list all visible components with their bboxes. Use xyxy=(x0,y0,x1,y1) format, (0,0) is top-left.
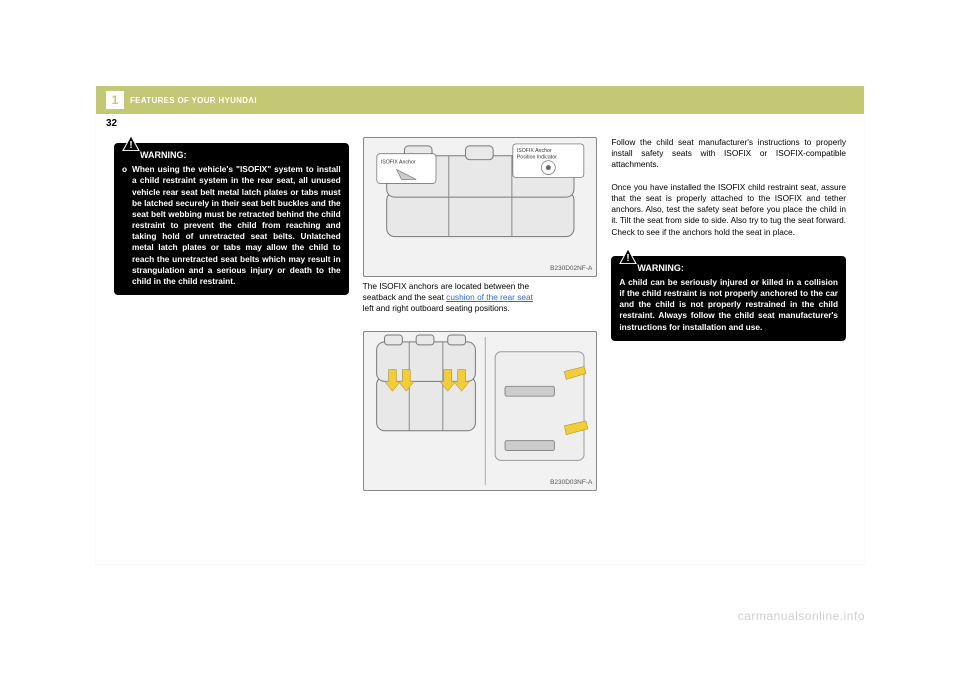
callout-indicator-line2: Position Indicator xyxy=(516,155,556,161)
warning-body-2: A child can be seriously injured or kill… xyxy=(619,277,838,333)
page-outer: 1 FEATURES OF YOUR HYUNDAI 32 ! WARNING:… xyxy=(0,0,960,678)
figure-isofix-anchor: ISOFIX Anchor ISOFIX Anchor Position Ind… xyxy=(363,137,598,277)
column-1: ! WARNING: When using the vehicle's "ISO… xyxy=(114,137,349,491)
caption-line-2a: seatback and the seat xyxy=(363,292,447,302)
col3-para-1: Follow the child seat manufacturer's ins… xyxy=(611,137,846,171)
warning-triangle-icon: ! xyxy=(619,248,637,264)
warning-body-1: When using the vehicle's "ISOFIX" system… xyxy=(122,164,341,287)
column-3: Follow the child seat manufacturer's ins… xyxy=(611,137,846,491)
figure-1-svg: ISOFIX Anchor ISOFIX Anchor Position Ind… xyxy=(364,138,597,276)
watermark: carmanualsonline.info xyxy=(738,609,865,623)
svg-text:!: ! xyxy=(129,140,132,151)
callout-indicator-line1: ISOFIX Anchor xyxy=(516,148,551,154)
column-2: ISOFIX Anchor ISOFIX Anchor Position Ind… xyxy=(363,137,598,491)
figure-isofix-install: B230D03NF-A xyxy=(363,331,598,491)
section-number-box: 1 xyxy=(106,91,124,109)
figure-2-svg xyxy=(364,332,597,490)
section-number: 1 xyxy=(112,93,119,107)
page-number: 32 xyxy=(96,114,864,129)
section-title: FEATURES OF YOUR HYUNDAI xyxy=(130,96,257,105)
caption-line-1: The ISOFIX anchors are located between t… xyxy=(363,281,530,291)
warning-box-1: ! WARNING: When using the vehicle's "ISO… xyxy=(114,143,349,295)
header-bar: 1 FEATURES OF YOUR HYUNDAI xyxy=(96,86,864,114)
figure-1-caption: The ISOFIX anchors are located between t… xyxy=(363,281,598,315)
warning-title-1: WARNING: xyxy=(140,149,341,161)
figure-2-code: B230D03NF-A xyxy=(550,479,592,488)
svg-text:!: ! xyxy=(627,253,630,264)
col3-para-2: Once you have installed the ISOFIX child… xyxy=(611,182,846,238)
warning-title-2: WARNING: xyxy=(637,262,838,274)
figure-1-code: B230D02NF-A xyxy=(550,265,592,274)
caption-line-3: left and right outboard seating position… xyxy=(363,303,510,313)
manual-page: 1 FEATURES OF YOUR HYUNDAI 32 ! WARNING:… xyxy=(95,85,865,565)
warning-item: When using the vehicle's "ISOFIX" system… xyxy=(132,164,341,287)
content-columns: ! WARNING: When using the vehicle's "ISO… xyxy=(96,129,864,501)
warning-triangle-icon: ! xyxy=(122,135,140,151)
caption-link[interactable]: cushion of the rear seat xyxy=(446,292,533,302)
callout-isofix-anchor: ISOFIX Anchor xyxy=(380,160,415,166)
warning-box-2: ! WARNING: A child can be seriously inju… xyxy=(611,256,846,341)
